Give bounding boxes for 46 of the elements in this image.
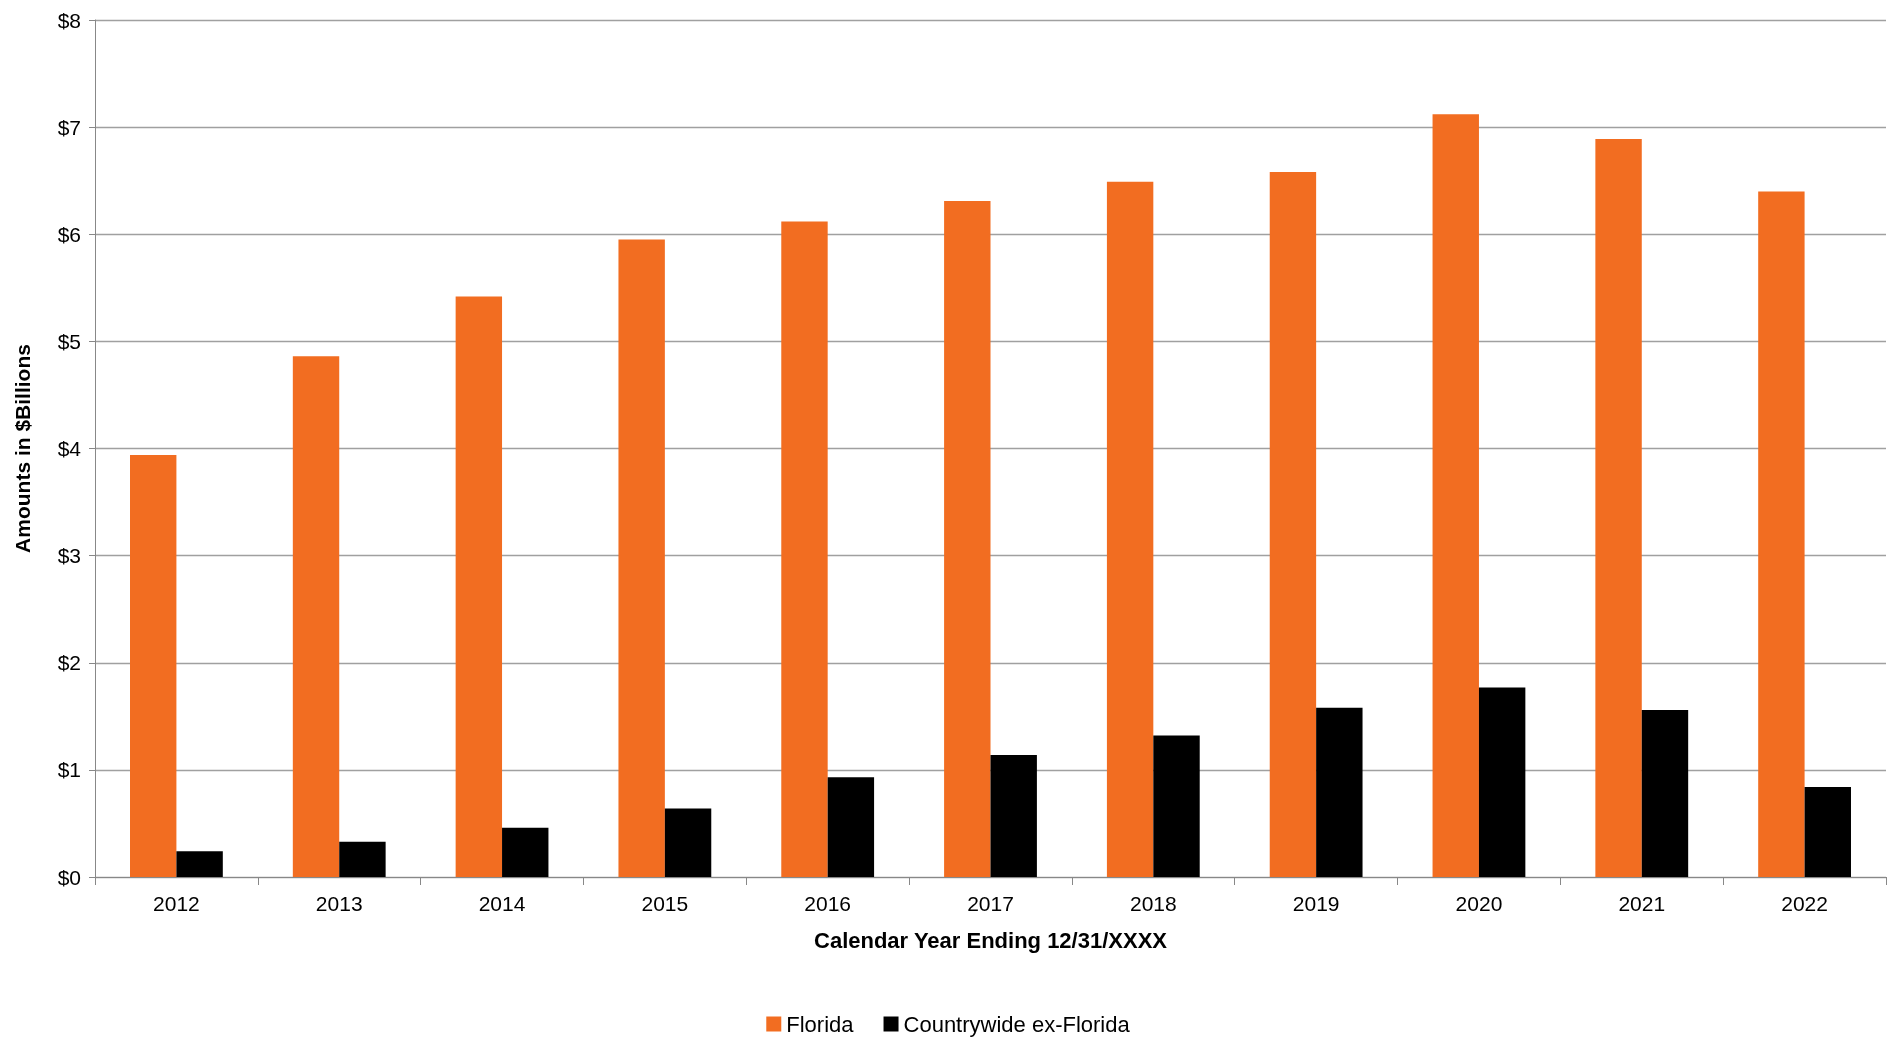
bar <box>1432 114 1479 877</box>
x-tick-label: 2021 <box>1618 892 1666 915</box>
x-tick-label: 2015 <box>641 892 689 915</box>
bar <box>1804 787 1851 877</box>
bar <box>1106 181 1154 877</box>
x-tick-label: 2012 <box>153 892 200 915</box>
legend-label: Florida <box>786 1011 855 1037</box>
bar <box>1478 687 1526 877</box>
x-tick-label: 2014 <box>478 892 526 915</box>
bar <box>1316 707 1363 877</box>
bar <box>1595 138 1642 877</box>
bar <box>292 356 340 877</box>
y-tick-label: $6 <box>57 222 81 246</box>
legend-label: Countrywide ex-Florida <box>903 1011 1131 1037</box>
bar <box>502 827 549 877</box>
y-tick-label: $1 <box>57 758 81 782</box>
x-tick-label: 2018 <box>1129 892 1177 915</box>
y-tick-label: $5 <box>57 329 81 353</box>
bar <box>944 201 991 877</box>
y-tick-label: $2 <box>57 651 81 675</box>
bar <box>176 851 223 877</box>
bar <box>618 239 665 877</box>
bar <box>455 296 503 877</box>
y-tick-label: $0 <box>57 865 81 889</box>
bar <box>664 808 712 877</box>
bar <box>339 841 386 877</box>
x-axis-title: Calendar Year Ending 12/31/XXXX <box>814 927 1168 953</box>
bar <box>1641 709 1689 877</box>
y-tick-label: $4 <box>57 437 82 460</box>
y-tick-label: $8 <box>57 8 81 32</box>
bar <box>990 754 1037 877</box>
bar <box>1269 172 1317 877</box>
x-tick-label: 2022 <box>1781 892 1828 915</box>
bar <box>827 777 875 877</box>
x-tick-label: 2019 <box>1292 892 1340 915</box>
x-tick-label: 2017 <box>967 892 1014 915</box>
y-tick-label: $7 <box>57 115 81 139</box>
x-tick-label: 2013 <box>315 892 363 915</box>
x-tick-label: 2016 <box>804 892 852 915</box>
y-tick-label: $3 <box>57 544 81 568</box>
bar <box>1758 191 1805 877</box>
x-tick-label: 2020 <box>1455 892 1503 915</box>
bar <box>130 454 177 877</box>
bar <box>1153 735 1200 877</box>
y-axis-title: Amounts in $Billions <box>11 344 34 553</box>
bar <box>781 221 828 877</box>
